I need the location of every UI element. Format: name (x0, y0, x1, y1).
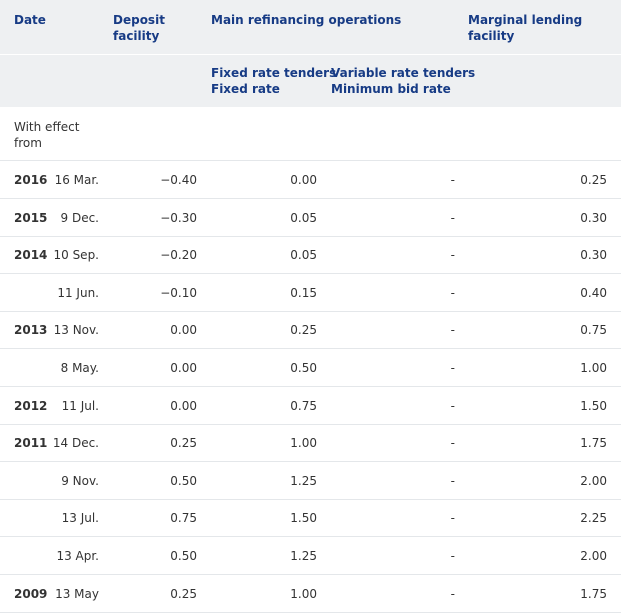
marginal-lending-cell: 1.00 (580, 361, 607, 375)
date-cell: 10 Sep. (53, 248, 99, 263)
date-cell: 14 Dec. (52, 436, 99, 451)
variable-rate-cell: - (450, 586, 455, 601)
deposit-rate-cell: 0.50 (170, 549, 197, 563)
date-cell: 13 Nov. (53, 323, 99, 338)
with-effect-from-row: With effect from (0, 108, 621, 161)
deposit-rate-cell: −0.40 (160, 173, 197, 187)
header-main-refinancing: Main refinancing operations (211, 13, 402, 27)
table-row: 2016 16 Mar. −0.40 0.00 - 0.25 (0, 161, 621, 199)
date-cell: 13 Apr. (56, 549, 99, 563)
table-row: 8 May. 0.00 0.50 - 1.00 (0, 349, 621, 387)
fixed-rate-cell: 0.50 (290, 361, 317, 375)
table-row: 2013 13 Nov. 0.00 0.25 - 0.75 (0, 311, 621, 350)
year-cell: 2011 (14, 436, 48, 451)
fixed-rate-cell: 1.00 (290, 436, 317, 451)
variable-rate-cell: - (450, 549, 455, 563)
deposit-rate-cell: −0.20 (160, 248, 197, 263)
year-cell: 2012 (14, 398, 48, 413)
date-cell: 13 Jul. (61, 511, 99, 526)
deposit-rate-cell: 0.00 (170, 361, 197, 375)
date-cell: 8 May. (60, 361, 99, 375)
header-fixed-rate-tenders: Fixed rate tenders Fixed rate (211, 66, 337, 96)
variable-rate-cell: - (450, 361, 455, 375)
date-cell: 11 Jun. (57, 285, 99, 300)
variable-rate-cell: - (450, 473, 455, 488)
fixed-rate-cell: 0.75 (290, 398, 317, 413)
header-variable-rate-tenders: Variable rate tenders Minimum bid rate (331, 66, 476, 96)
variable-rate-cell: - (450, 285, 455, 300)
table-row: 2014 10 Sep. −0.20 0.05 - 0.30 (0, 236, 621, 275)
fixed-rate-cell: 1.25 (290, 473, 317, 488)
date-cell: 9 Nov. (61, 473, 99, 488)
table-row: 2011 14 Dec. 0.25 1.00 - 1.75 (0, 424, 621, 463)
deposit-rate-cell: 0.25 (170, 586, 197, 601)
date-cell: 9 Dec. (60, 210, 99, 225)
marginal-lending-cell: 2.00 (580, 473, 607, 488)
deposit-rate-cell: 0.00 (170, 323, 197, 338)
date-cell: 16 Mar. (54, 173, 99, 187)
table-row: 13 Apr. 0.50 1.25 - 2.00 (0, 537, 621, 575)
fixed-rate-cell: 0.15 (290, 285, 317, 300)
variable-rate-cell: - (450, 436, 455, 451)
fixed-rate-cell: 0.00 (290, 173, 317, 187)
header-marginal-lending: Marginal lending facility (468, 13, 583, 43)
marginal-lending-cell: 0.25 (580, 173, 607, 187)
table-row: 2015 9 Dec. −0.30 0.05 - 0.30 (0, 199, 621, 237)
table-row: 9 Nov. 0.50 1.25 - 2.00 (0, 462, 621, 500)
variable-rate-cell: - (450, 248, 455, 263)
variable-rate-cell: - (450, 511, 455, 526)
fixed-rate-cell: 1.00 (290, 586, 317, 601)
table-row: 2009 13 May 0.25 1.00 - 1.75 (0, 575, 621, 613)
header-row-secondary: Fixed rate tenders Fixed rate Variable r… (0, 55, 621, 107)
marginal-lending-cell: 0.40 (580, 285, 607, 300)
deposit-rate-cell: 0.75 (170, 511, 197, 526)
header-date: Date (14, 13, 46, 27)
year-cell: 2013 (14, 323, 48, 338)
with-effect-from-label: With effect from (14, 120, 80, 150)
variable-rate-cell: - (450, 323, 455, 338)
marginal-lending-cell: 0.30 (580, 210, 607, 225)
marginal-lending-cell: 2.25 (580, 511, 607, 526)
date-cell: 11 Jul. (61, 398, 99, 413)
header-deposit-facility: Deposit facility (113, 13, 165, 43)
date-cell: 13 May (55, 586, 99, 601)
deposit-rate-cell: 0.00 (170, 398, 197, 413)
marginal-lending-cell: 0.75 (580, 323, 607, 338)
marginal-lending-cell: 1.50 (580, 398, 607, 413)
fixed-rate-cell: 1.50 (290, 511, 317, 526)
marginal-lending-cell: 2.00 (580, 549, 607, 563)
marginal-lending-cell: 1.75 (580, 586, 607, 601)
table-row: 11 Jun. −0.10 0.15 - 0.40 (0, 274, 621, 312)
fixed-rate-cell: 1.25 (290, 549, 317, 563)
marginal-lending-cell: 0.30 (580, 248, 607, 263)
year-cell: 2016 (14, 173, 48, 187)
deposit-rate-cell: 0.50 (170, 473, 197, 488)
header-row-primary: Date Deposit facility Main refinancing o… (0, 0, 621, 55)
deposit-rate-cell: −0.30 (160, 210, 197, 225)
fixed-rate-cell: 0.25 (290, 323, 317, 338)
marginal-lending-cell: 1.75 (580, 436, 607, 451)
year-cell: 2015 (14, 210, 48, 225)
table-row: 13 Jul. 0.75 1.50 - 2.25 (0, 499, 621, 538)
fixed-rate-cell: 0.05 (290, 210, 317, 225)
year-cell: 2009 (14, 586, 48, 601)
deposit-rate-cell: −0.10 (160, 285, 197, 300)
fixed-rate-cell: 0.05 (290, 248, 317, 263)
table-row: 2012 11 Jul. 0.00 0.75 - 1.50 (0, 387, 621, 425)
variable-rate-cell: - (450, 210, 455, 225)
variable-rate-cell: - (450, 398, 455, 413)
variable-rate-cell: - (450, 173, 455, 187)
year-cell: 2014 (14, 248, 48, 263)
deposit-rate-cell: 0.25 (170, 436, 197, 451)
